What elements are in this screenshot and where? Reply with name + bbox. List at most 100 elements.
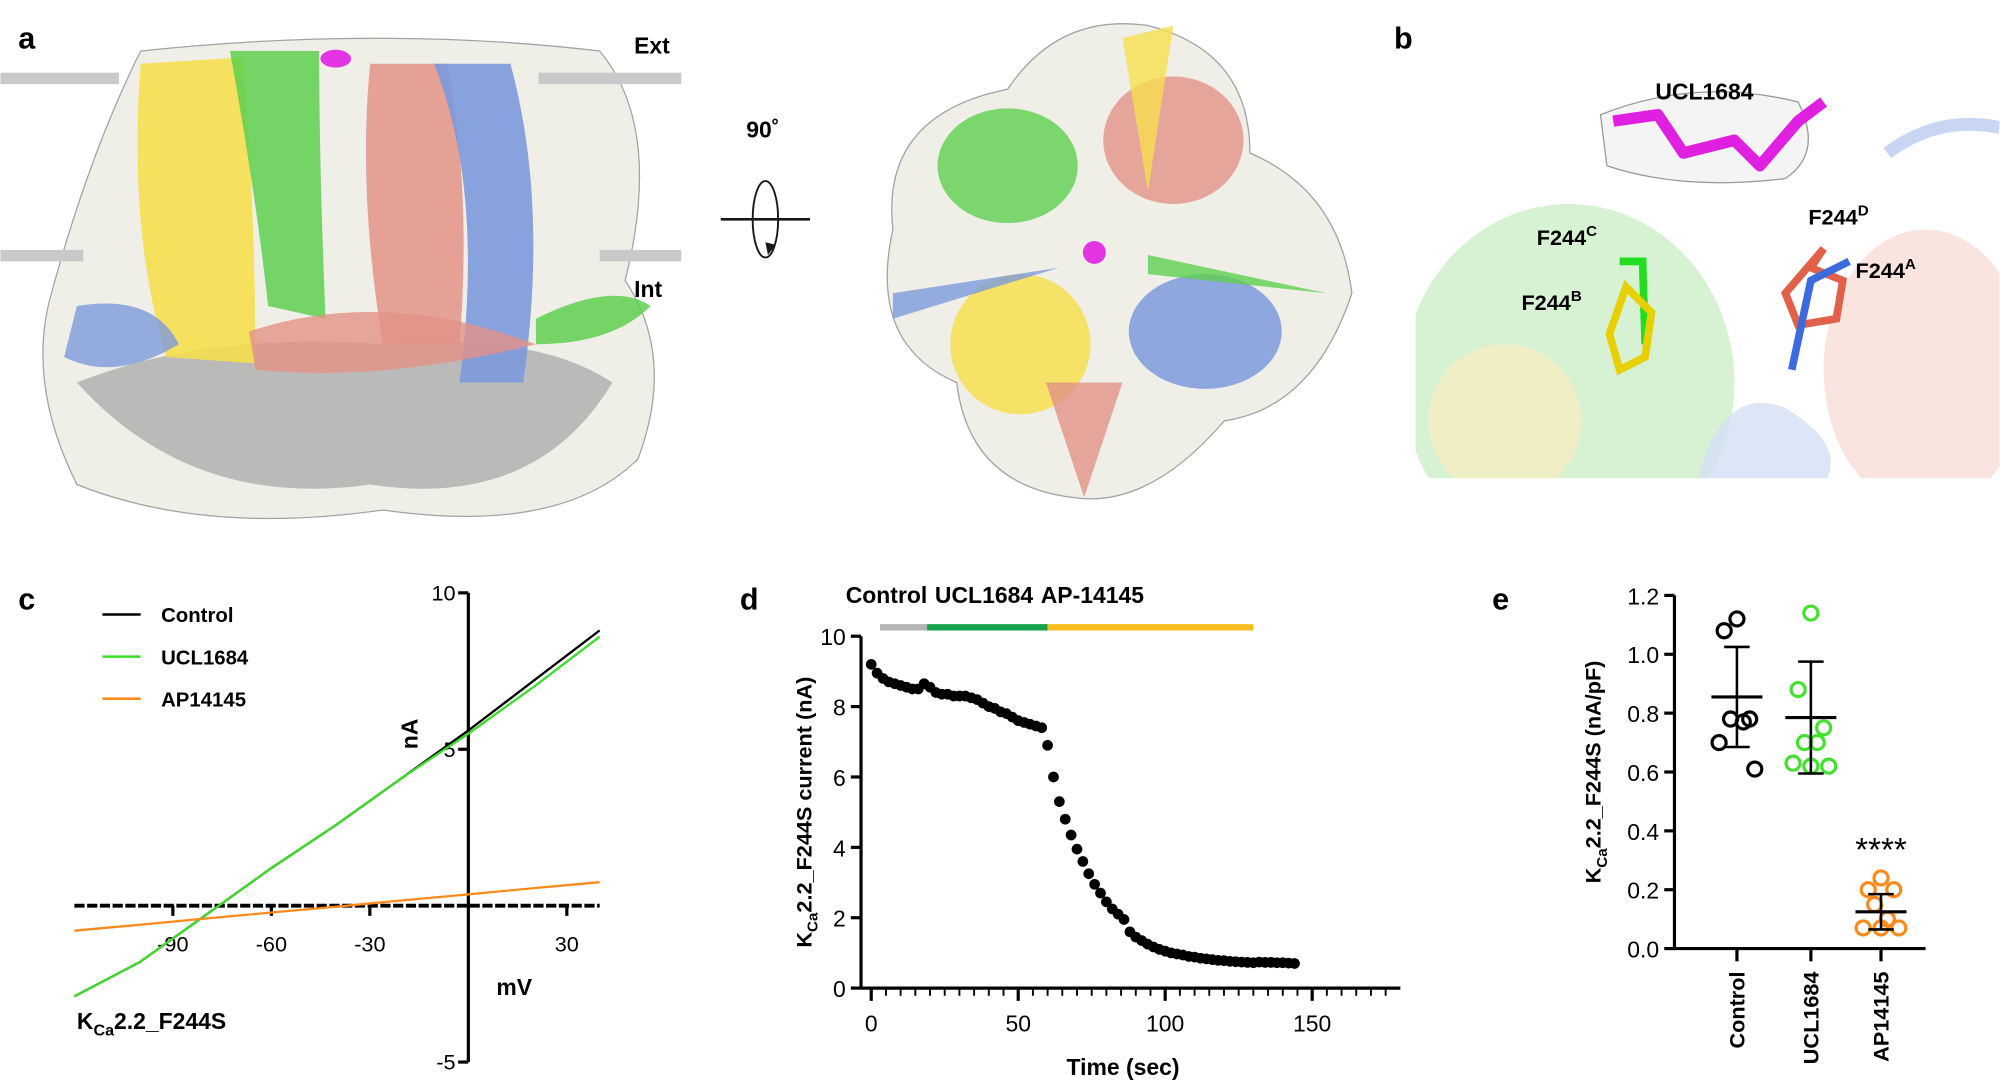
iv-curve [73, 635, 601, 998]
y-axis-title-part: 2.2_F244S current (nA) [791, 677, 816, 913]
data-point [1728, 610, 1746, 628]
residue-label-part: A [1905, 256, 1916, 273]
data-point [1784, 754, 1802, 772]
data-point [1289, 958, 1300, 969]
data-point [1101, 896, 1112, 908]
y-tick-label: 0.8 [1627, 701, 1659, 727]
data-point [1089, 878, 1100, 890]
x-tick-label: -60 [256, 932, 287, 957]
residue-label-part: B [1571, 288, 1582, 305]
data-point [1859, 881, 1877, 899]
y-axis-title: KCa2.2_F244S current (nA) [791, 677, 821, 948]
y-axis-title: KCa2.2_F244S (nA/pF) [1581, 661, 1611, 884]
data-point [1872, 869, 1890, 887]
y-tick-label: 2 [833, 906, 846, 932]
iv-curve [73, 629, 601, 998]
residue-label: F244D [1808, 202, 1868, 229]
y-tick-label: 8 [833, 695, 846, 721]
legend-label: Control [161, 605, 233, 627]
residue-label-part: F244 [1808, 204, 1857, 229]
panel-label: c [18, 582, 35, 616]
data-point [1059, 813, 1071, 825]
residue-label-part: F244 [1537, 225, 1586, 250]
y-tick-label: 0.4 [1627, 819, 1659, 845]
construct-label-part: 2.2_F244S [114, 1008, 226, 1034]
y-tick-label: 0.6 [1627, 760, 1659, 786]
x-tick-label: UCL1684 [1799, 972, 1824, 1065]
legend-label: UCL1684 [161, 647, 249, 669]
y-axis-title-part: K [1581, 867, 1606, 883]
treatment-label: Control [846, 582, 928, 608]
data-point [1715, 622, 1733, 640]
y-axis-title-part: K [791, 932, 816, 948]
x-axis-title: mV [496, 974, 532, 1000]
legend-label: AP14145 [161, 689, 246, 711]
panel-label: b [1394, 21, 1413, 55]
y-axis-title-part: Ca [805, 912, 822, 932]
residue-label-part: C [1586, 223, 1597, 240]
y-axis-title-part: 2.2_F244S (nA/pF) [1581, 661, 1606, 849]
x-tick-label: Control [1725, 972, 1750, 1049]
y-tick-label: 6 [833, 765, 846, 791]
x-tick-label: 50 [1005, 1010, 1031, 1036]
binding-site-view [1415, 91, 2000, 479]
residue-label: F244A [1856, 256, 1916, 283]
data-point [1802, 604, 1820, 622]
y-tick-label: 10 [431, 581, 455, 606]
data-point [1036, 722, 1048, 734]
membrane-int-label: Int [634, 276, 662, 302]
data-point [1789, 680, 1807, 699]
y-tick-label: 0.0 [1627, 937, 1659, 963]
data-point [1071, 843, 1083, 855]
x-tick-label: AP14145 [1869, 972, 1894, 1062]
data-point [1890, 919, 1908, 937]
data-point [1048, 771, 1059, 783]
x-tick-label: 150 [1293, 1010, 1331, 1036]
data-point [1820, 757, 1838, 775]
y-tick-label: 4 [833, 835, 846, 861]
iv-curve [74, 881, 600, 932]
y-tick-label: 0.2 [1627, 878, 1659, 904]
residue-label: F244B [1521, 288, 1581, 315]
x-tick-label: 30 [555, 932, 579, 957]
data-point [1083, 868, 1095, 880]
y-axis-title: nA [396, 719, 422, 750]
panel-label: d [740, 582, 759, 616]
data-point [1854, 919, 1872, 937]
x-axis-title: Time (sec) [1067, 1054, 1180, 1080]
data-point [1065, 829, 1077, 841]
treatment-label: AP-14145 [1041, 582, 1145, 608]
y-tick-label: 1.0 [1627, 642, 1659, 668]
x-tick-label: -90 [157, 932, 188, 957]
data-point [1746, 760, 1764, 778]
data-point [1815, 719, 1833, 737]
y-tick-label: 0 [833, 976, 846, 1002]
x-tick-label: -30 [354, 932, 385, 957]
treatment-label: UCL1684 [935, 582, 1033, 608]
y-tick-label: -5 [436, 1050, 455, 1075]
data-point [1885, 881, 1903, 899]
construct-label: KCa2.2_F244S [77, 1008, 226, 1039]
structure-top-view [886, 23, 1353, 500]
x-tick-label: 100 [1146, 1010, 1184, 1036]
residue-label-part: F244 [1521, 290, 1570, 315]
panel-label: e [1492, 582, 1509, 616]
y-tick-label: 10 [820, 624, 846, 650]
x-tick-label: 0 [865, 1010, 878, 1036]
panel-label: a [18, 21, 36, 55]
significance-label: **** [1855, 832, 1907, 869]
structure-side-view [0, 37, 811, 520]
residue-label: F244C [1537, 223, 1597, 250]
data-point [1866, 895, 1884, 914]
membrane-ext-label: Ext [634, 33, 670, 59]
ligand-label: UCL1684 [1655, 78, 1753, 104]
rotation-label: 90˚ [746, 117, 779, 143]
data-point [865, 659, 877, 670]
data-point [1042, 739, 1053, 751]
construct-label-part: Ca [93, 1021, 115, 1039]
y-tick-label: 1.2 [1627, 583, 1659, 609]
construct-label-part: K [77, 1008, 94, 1034]
data-point [1095, 887, 1106, 899]
